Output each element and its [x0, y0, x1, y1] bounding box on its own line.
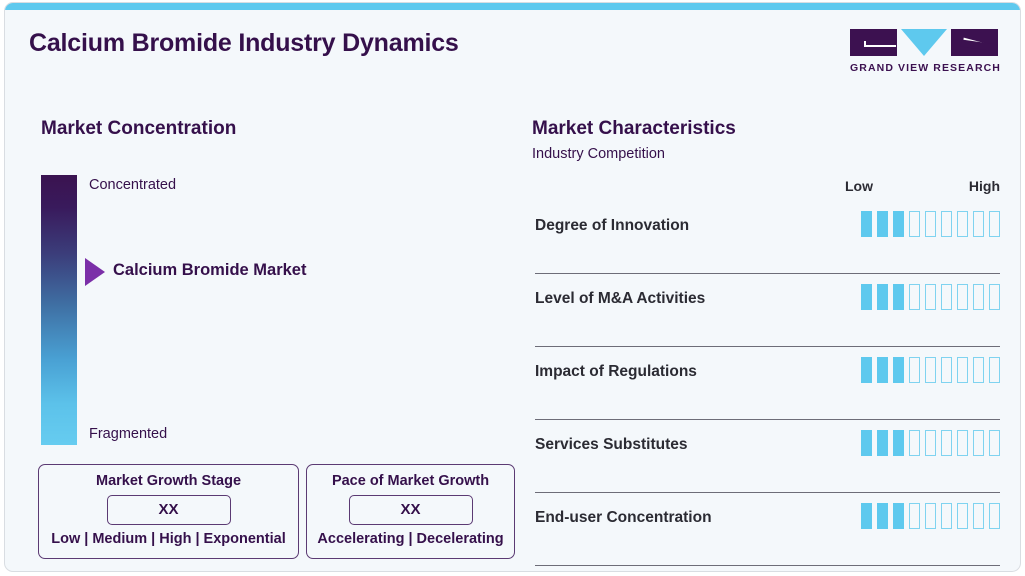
rating-bar-empty — [925, 211, 936, 237]
rating-bar-empty — [941, 211, 952, 237]
rating-bar-filled — [893, 211, 904, 237]
rating-bar-empty — [925, 430, 936, 456]
logo-right-block-icon — [951, 29, 998, 56]
rating-row-label: Impact of Regulations — [535, 363, 697, 380]
rating-bar-empty — [909, 357, 920, 383]
market-characteristics-title: Market Characteristics — [532, 118, 736, 139]
rating-bar-filled — [861, 211, 872, 237]
rating-bar-empty — [941, 430, 952, 456]
rating-bar-group — [861, 503, 1000, 529]
rating-bar-empty — [973, 211, 984, 237]
rating-bar-filled — [877, 211, 888, 237]
market-position-label: Calcium Bromide Market — [113, 261, 307, 279]
rating-bar-empty — [989, 357, 1000, 383]
rating-bar-empty — [941, 284, 952, 310]
rating-bar-filled — [893, 430, 904, 456]
rating-bar-empty — [973, 503, 984, 529]
rating-row: End-user Concentration — [535, 493, 1000, 566]
growth-pace-value: XX — [348, 495, 473, 525]
rating-bar-empty — [989, 211, 1000, 237]
rating-bar-filled — [877, 503, 888, 529]
grand-view-research-logo: GRAND VIEW RESEARCH — [850, 29, 1001, 74]
rating-bar-filled — [861, 284, 872, 310]
rating-bar-filled — [877, 284, 888, 310]
scale-label-concentrated: Concentrated — [89, 177, 177, 193]
rating-bar-empty — [973, 357, 984, 383]
rating-bar-filled — [861, 430, 872, 456]
growth-stage-heading: Market Growth Stage — [95, 473, 242, 489]
rating-bar-empty — [909, 430, 920, 456]
rating-bar-empty — [957, 357, 968, 383]
rating-rows-list: Degree of Innovation Level of M&A Activit… — [535, 201, 1000, 566]
logo-wordmark: GRAND VIEW RESEARCH — [850, 62, 1001, 74]
rating-bar-filled — [877, 357, 888, 383]
rating-bar-group — [861, 211, 1000, 237]
logo-marks — [850, 29, 998, 57]
rating-axis-labels: Low High — [845, 178, 1000, 194]
market-position-arrow-icon — [85, 258, 105, 286]
rating-bar-empty — [973, 430, 984, 456]
rating-bar-empty — [909, 284, 920, 310]
rating-bar-filled — [861, 357, 872, 383]
rating-bar-empty — [989, 284, 1000, 310]
rating-row: Degree of Innovation — [535, 201, 1000, 274]
logo-left-block-icon — [850, 29, 897, 56]
rating-bar-empty — [957, 503, 968, 529]
infographic-card: Calcium Bromide Industry Dynamics GRAND … — [4, 2, 1021, 572]
rating-bar-filled — [893, 284, 904, 310]
rating-bar-empty — [941, 357, 952, 383]
axis-label-low: Low — [845, 178, 873, 194]
logo-triangle-icon — [901, 29, 947, 56]
top-accent-bar — [5, 3, 1020, 10]
rating-bar-filled — [893, 357, 904, 383]
rating-bar-empty — [909, 503, 920, 529]
axis-label-high: High — [968, 178, 1000, 194]
rating-row-label: Services Substitutes — [535, 436, 688, 453]
rating-bar-empty — [925, 284, 936, 310]
growth-pace-scale: Accelerating | Decelerating — [317, 531, 504, 547]
rating-bar-empty — [989, 503, 1000, 529]
rating-row-label: Degree of Innovation — [535, 217, 690, 234]
page-title: Calcium Bromide Industry Dynamics — [29, 29, 459, 57]
market-characteristics-subtitle: Industry Competition — [532, 146, 665, 162]
scale-label-fragmented: Fragmented — [89, 426, 168, 442]
rating-bar-filled — [893, 503, 904, 529]
rating-row: Services Substitutes — [535, 420, 1000, 493]
market-growth-stage-box: Market Growth Stage XX Low | Medium | Hi… — [38, 464, 299, 559]
rating-bar-empty — [925, 357, 936, 383]
rating-row: Impact of Regulations — [535, 347, 1000, 420]
rating-row-label: Level of M&A Activities — [535, 290, 706, 307]
rating-bar-group — [861, 284, 1000, 310]
rating-bar-empty — [925, 503, 936, 529]
rating-bar-group — [861, 430, 1000, 456]
rating-row: Level of M&A Activities — [535, 274, 1000, 347]
rating-bar-empty — [957, 430, 968, 456]
market-concentration-title: Market Concentration — [41, 118, 237, 139]
growth-stage-scale: Low | Medium | High | Exponential — [51, 531, 286, 547]
rating-bar-filled — [861, 503, 872, 529]
rating-bar-empty — [973, 284, 984, 310]
rating-bar-empty — [909, 211, 920, 237]
rating-bar-group — [861, 357, 1000, 383]
growth-stage-value: XX — [106, 495, 231, 525]
rating-row-label: End-user Concentration — [535, 509, 712, 526]
rating-bar-empty — [941, 503, 952, 529]
rating-bar-empty — [957, 284, 968, 310]
growth-pace-heading: Pace of Market Growth — [331, 473, 490, 489]
pace-of-market-growth-box: Pace of Market Growth XX Accelerating | … — [306, 464, 515, 559]
rating-bar-empty — [957, 211, 968, 237]
concentration-gradient-scale — [41, 175, 77, 445]
rating-bar-empty — [989, 430, 1000, 456]
rating-bar-filled — [877, 430, 888, 456]
